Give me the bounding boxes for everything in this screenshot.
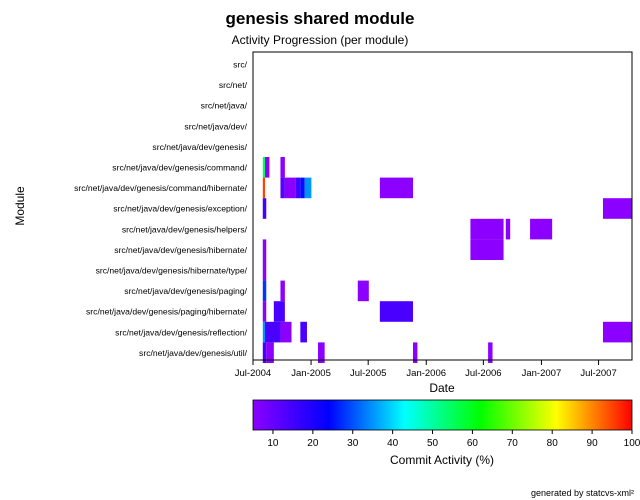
heatmap-cell [379,301,413,322]
heatmap-cell [300,321,307,343]
heatmap-cell [280,177,285,199]
y-tick-label: src/net/ [219,80,248,90]
chart-title: genesis shared module [226,9,415,28]
colorbar-tick-label: 50 [427,438,439,449]
y-tick-label: src/net/java/dev/genesis/exception/ [113,204,247,214]
heatmap-cell [304,177,312,199]
y-tick-label: src/net/java/dev/genesis/ [152,142,247,152]
heatmap-cell [262,239,267,260]
heatmap-cell [505,218,511,240]
y-axis-labels: src/src/net/src/net/java/src/net/java/de… [74,60,248,358]
colorbar-label: Commit Activity (%) [390,453,494,467]
colorbar [252,399,633,431]
heatmap-cell [262,260,267,281]
heatmap-cell [266,342,274,363]
colorbar-tick-label: 60 [467,438,479,449]
heatmap-cell [602,321,632,343]
heatmap-cell [470,239,504,260]
y-tick-label: src/net/java/ [201,101,248,111]
heatmap-cell [280,280,285,302]
heatmap-cell [300,177,305,199]
heatmap-cell [273,301,285,322]
x-tick-label: Jul-2006 [465,368,501,379]
heatmap-cell [262,301,267,322]
heatmap-cell [602,198,632,219]
heatmap-cell [264,157,270,178]
colorbar-tick-label: 30 [347,438,359,449]
y-tick-label: src/ [233,60,247,70]
y-tick-label: src/net/java/dev/genesis/hibernate/type/ [96,266,248,276]
heatmap-cell [295,177,301,199]
y-tick-label: src/net/java/dev/genesis/util/ [139,348,248,358]
heatmap-cell [412,342,418,363]
heatmap-cells [262,157,632,363]
heatmap-cell [318,342,325,363]
colorbar-tick-label: 20 [307,438,319,449]
heatmap-cell [379,177,413,199]
y-tick-label: src/net/java/dev/genesis/command/ [112,163,247,173]
x-axis-ticks: Jul-2004 Jan-2005 Jul-2005 Jan-2006 Jul-2006… [235,360,617,379]
x-tick-label: Jan-2006 [406,368,446,379]
y-tick-label: src/net/java/dev/genesis/paging/hibernat… [86,307,248,317]
y-tick-label: src/net/java/dev/genesis/paging/ [124,286,247,296]
colorbar-tick-label: 10 [267,438,279,449]
colorbar-tick-label: 40 [387,438,399,449]
heatmap-cell [264,321,281,343]
heatmap-cell [284,177,296,199]
x-tick-label: Jul-2005 [350,368,386,379]
x-tick-label: Jul-2004 [235,368,271,379]
colorbar-tick-label: 100 [624,438,640,449]
plot-frame [252,51,633,361]
x-axis-label: Date [429,381,455,395]
y-tick-label: src/net/java/dev/genesis/hibernate/ [114,245,247,255]
heatmap-cell [530,218,553,240]
heatmap-cell [262,342,267,363]
y-tick-label: src/net/java/dev/ [184,121,247,131]
heatmap-cell [262,280,267,302]
y-tick-label: src/net/java/dev/genesis/command/hiberna… [74,183,248,193]
x-tick-label: Jul-2007 [580,368,616,379]
y-axis-label: Module [13,186,27,226]
x-tick-label: Jan-2005 [291,368,331,379]
heatmap-cell [280,321,292,343]
y-tick-label: src/net/java/dev/genesis/helpers/ [122,224,248,234]
chart-subtitle: Activity Progression (per module) [232,33,409,47]
heatmap-cell [262,177,265,199]
heatmap-cell [262,198,267,219]
colorbar-ticks: 10 20 30 40 50 60 70 80 90 100 [267,430,640,449]
x-tick-label: Jan-2007 [522,368,562,379]
heatmap-cell [470,218,504,240]
footer-credit: generated by statcvs-xml² [531,488,634,498]
colorbar-tick-label: 90 [587,438,599,449]
heatmap-cell [262,321,265,343]
heatmap-cell [280,157,285,178]
colorbar-tick-label: 80 [547,438,559,449]
colorbar-tick-label: 70 [507,438,519,449]
heatmap-cell [488,342,493,363]
y-tick-label: src/net/java/dev/genesis/reflection/ [115,327,247,337]
heatmap-cell [262,157,265,178]
heatmap-cell [357,280,369,302]
